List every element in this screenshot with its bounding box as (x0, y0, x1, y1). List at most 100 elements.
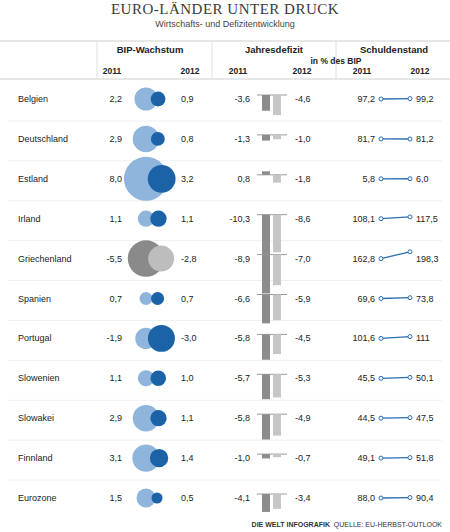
debt-point (379, 297, 383, 301)
bar (262, 374, 270, 399)
debt-line (381, 297, 410, 299)
debt-line (381, 377, 410, 379)
value-label: -1,3 (234, 134, 250, 144)
bubble (151, 292, 164, 305)
bar (273, 454, 281, 457)
value-label: 51,8 (416, 453, 434, 463)
value-label: -8,9 (234, 254, 250, 264)
labels: BelgienDeutschlandEstlandIrlandGriechenl… (18, 94, 439, 503)
debt-point (408, 456, 412, 460)
value-label: 49,1 (357, 453, 375, 463)
country-label: Slowakei (18, 413, 54, 423)
value-label: 1,4 (181, 453, 194, 463)
value-label: 81,7 (357, 134, 375, 144)
debt-point (379, 97, 383, 101)
bar-baseline (257, 174, 287, 175)
value-label: 0,8 (237, 174, 250, 184)
bar (273, 135, 281, 139)
value-label: -5,7 (234, 373, 250, 383)
debt-line (381, 252, 410, 259)
bar (273, 334, 281, 354)
bubble (150, 449, 168, 467)
value-label: 0,5 (181, 493, 194, 503)
bar (262, 135, 270, 141)
row-separator (8, 240, 442, 241)
unit-label: in % des BIP (310, 56, 361, 66)
bar-baseline (257, 134, 287, 135)
bubble (151, 92, 166, 107)
value-label: 117,5 (416, 214, 438, 224)
value-label: 5,8 (362, 174, 375, 184)
value-label: -1,0 (234, 453, 250, 463)
value-label: 47,5 (416, 413, 434, 423)
value-label: 162,8 (352, 254, 375, 264)
debt-point (379, 177, 383, 181)
bar (262, 295, 270, 324)
value-label: -0,7 (295, 453, 311, 463)
bar (273, 374, 281, 397)
value-label: -5,3 (295, 373, 311, 383)
debt-point (408, 416, 412, 420)
value-label: 2,2 (109, 94, 122, 104)
debt-point (408, 375, 412, 379)
year-header: 2011 (103, 66, 122, 76)
credit: DIE WELT INFOGRAFIK (252, 521, 330, 528)
value-label: -4,6 (295, 94, 311, 104)
bar-baseline (257, 294, 287, 295)
bubble (150, 371, 166, 387)
title: EURO-LÄNDER UNTER DRUCK (111, 1, 339, 17)
value-label: -3,0 (181, 333, 197, 343)
debt-point (379, 456, 383, 460)
row-separator (8, 320, 442, 321)
country-label: Spanien (18, 294, 51, 304)
value-label: 45,5 (357, 373, 375, 383)
debt-line (381, 178, 410, 179)
value-label: 50,1 (416, 373, 434, 383)
value-label: -5,9 (295, 294, 311, 304)
header-rule (0, 79, 450, 80)
value-label: 0,7 (181, 294, 194, 304)
value-label: 1,1 (181, 214, 194, 224)
value-label: -5,8 (234, 333, 250, 343)
debt-point (379, 416, 383, 420)
debt-point (408, 137, 412, 141)
value-label: 101,6 (352, 333, 375, 343)
value-label: 81,2 (416, 134, 434, 144)
bar-baseline (257, 214, 287, 215)
value-label: 90,4 (416, 493, 434, 503)
value-label: 8,0 (109, 174, 122, 184)
row-separator (8, 200, 442, 201)
bar-baseline (257, 454, 287, 455)
debt-point (408, 335, 412, 339)
bar (273, 215, 281, 253)
bubble (139, 292, 152, 305)
bar (273, 295, 281, 321)
row-separator (8, 480, 442, 481)
value-label: 1,0 (181, 373, 194, 383)
debt-point (408, 496, 412, 500)
value-label: -1,9 (106, 333, 122, 343)
bubble (150, 410, 166, 426)
value-label: -4,9 (295, 413, 311, 423)
row-separator (8, 160, 442, 161)
footer: DIE WELT INFOGRAFIK QUELLE: EU-HERBST-OUT… (252, 521, 443, 529)
source: QUELLE: EU-HERBST-OUTLOOK (334, 521, 442, 529)
country-label: Belgien (18, 94, 48, 104)
value-label: -1,0 (295, 134, 311, 144)
value-label: 0,9 (181, 94, 194, 104)
debt-line (381, 417, 410, 419)
bar (273, 414, 281, 435)
country-label: Deutschland (18, 134, 68, 144)
bar (262, 334, 270, 359)
row-separator (8, 440, 442, 441)
year-header: 2012 (293, 66, 312, 76)
debt-point (408, 250, 412, 254)
value-label: 99,2 (416, 94, 434, 104)
value-label: 6,0 (416, 174, 429, 184)
bar (273, 175, 281, 183)
debt-line (381, 457, 410, 459)
value-label: 97,2 (357, 94, 375, 104)
debt-point (408, 296, 412, 300)
value-label: 0,7 (109, 294, 122, 304)
value-label: 2,9 (109, 134, 122, 144)
